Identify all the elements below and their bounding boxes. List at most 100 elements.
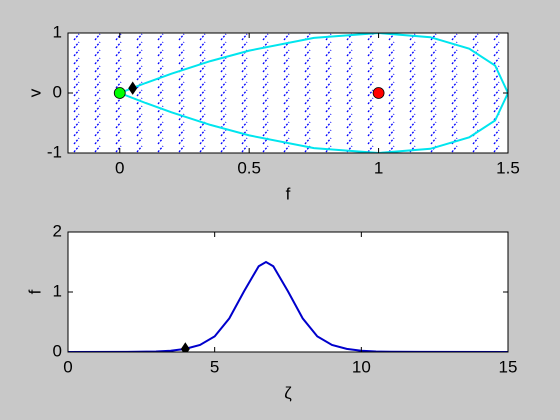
field-arrow <box>388 65 395 73</box>
x-axis-label: f <box>286 184 291 203</box>
field-arrow <box>73 81 80 89</box>
field-arrow <box>388 81 395 89</box>
field-arrow <box>325 41 332 49</box>
field-arrow <box>241 89 248 97</box>
field-arrow <box>220 73 227 81</box>
field-arrow <box>115 97 122 105</box>
field-arrow <box>262 73 269 81</box>
field-arrow <box>472 145 479 153</box>
field-arrow <box>157 113 164 121</box>
field-arrow <box>346 57 353 65</box>
field-arrow <box>283 105 290 113</box>
field-arrow <box>283 129 290 137</box>
field-arrow <box>115 105 122 113</box>
field-arrow <box>136 65 143 73</box>
field-arrow <box>220 49 227 57</box>
field-arrow <box>346 137 353 145</box>
y-axis-label: v <box>25 88 44 97</box>
field-arrow <box>325 129 332 137</box>
field-arrow <box>220 89 227 97</box>
field-arrow <box>430 65 437 73</box>
field-arrow <box>304 137 311 145</box>
field-arrow <box>430 145 437 153</box>
field-arrow <box>367 145 374 153</box>
field-arrow <box>94 137 101 145</box>
field-arrow <box>409 89 416 97</box>
field-arrow <box>325 81 332 89</box>
field-arrow <box>115 129 122 137</box>
field-arrow <box>220 145 227 153</box>
field-arrow <box>430 113 437 121</box>
field-arrow <box>430 49 437 57</box>
field-arrow <box>262 137 269 145</box>
field-arrow <box>388 105 395 113</box>
field-arrow <box>472 105 479 113</box>
field-arrow <box>472 33 479 41</box>
field-arrow <box>157 33 164 41</box>
field-arrow <box>325 57 332 65</box>
field-arrow <box>304 73 311 81</box>
field-arrow <box>388 41 395 49</box>
field-arrow <box>346 33 353 41</box>
field-arrow <box>304 49 311 57</box>
field-arrow <box>325 73 332 81</box>
field-arrow <box>430 137 437 145</box>
field-arrow <box>73 129 80 137</box>
field-arrow <box>262 145 269 153</box>
field-arrow <box>136 145 143 153</box>
field-arrow <box>283 41 290 49</box>
field-arrow <box>115 113 122 121</box>
field-arrow <box>157 89 164 97</box>
field-arrow <box>73 121 80 129</box>
field-arrow <box>472 65 479 73</box>
field-arrow <box>283 57 290 65</box>
field-arrow <box>241 113 248 121</box>
field-arrow <box>346 105 353 113</box>
field-arrow <box>283 97 290 105</box>
field-arrow <box>304 89 311 97</box>
field-arrow <box>199 89 206 97</box>
field-arrow <box>220 65 227 73</box>
field-arrow <box>493 49 500 57</box>
x-tick-label: 10 <box>352 357 371 376</box>
field-arrow <box>472 81 479 89</box>
point-marker <box>113 87 126 99</box>
field-arrow <box>199 97 206 105</box>
field-arrow <box>367 97 374 105</box>
y-tick-label: -1 <box>47 142 62 161</box>
field-arrow <box>367 57 374 65</box>
field-arrow <box>346 81 353 89</box>
field-arrow <box>472 57 479 65</box>
y-tick-label: 1 <box>53 22 62 41</box>
field-arrow <box>73 73 80 81</box>
field-arrow <box>199 137 206 145</box>
field-arrow <box>346 65 353 73</box>
field-arrow <box>220 129 227 137</box>
field-arrow <box>346 129 353 137</box>
field-arrow <box>220 41 227 49</box>
field-arrow <box>136 73 143 81</box>
axes-background <box>68 33 508 153</box>
field-arrow <box>283 113 290 121</box>
field-arrow <box>367 73 374 81</box>
field-arrow <box>283 65 290 73</box>
field-arrow <box>220 81 227 89</box>
field-arrow <box>304 97 311 105</box>
plot-area <box>68 260 508 352</box>
field-arrow <box>241 49 248 57</box>
field-arrow <box>94 33 101 41</box>
field-arrow <box>493 33 500 41</box>
field-arrow <box>178 89 185 97</box>
field-arrow <box>346 73 353 81</box>
field-arrow <box>178 97 185 105</box>
field-arrow <box>325 137 332 145</box>
field-arrow <box>199 33 206 41</box>
field-arrow <box>136 33 143 41</box>
field-arrow <box>199 105 206 113</box>
field-arrow <box>409 81 416 89</box>
field-arrow <box>94 41 101 49</box>
field-arrow <box>451 73 458 81</box>
field-arrow <box>94 89 101 97</box>
field-arrow <box>346 113 353 121</box>
